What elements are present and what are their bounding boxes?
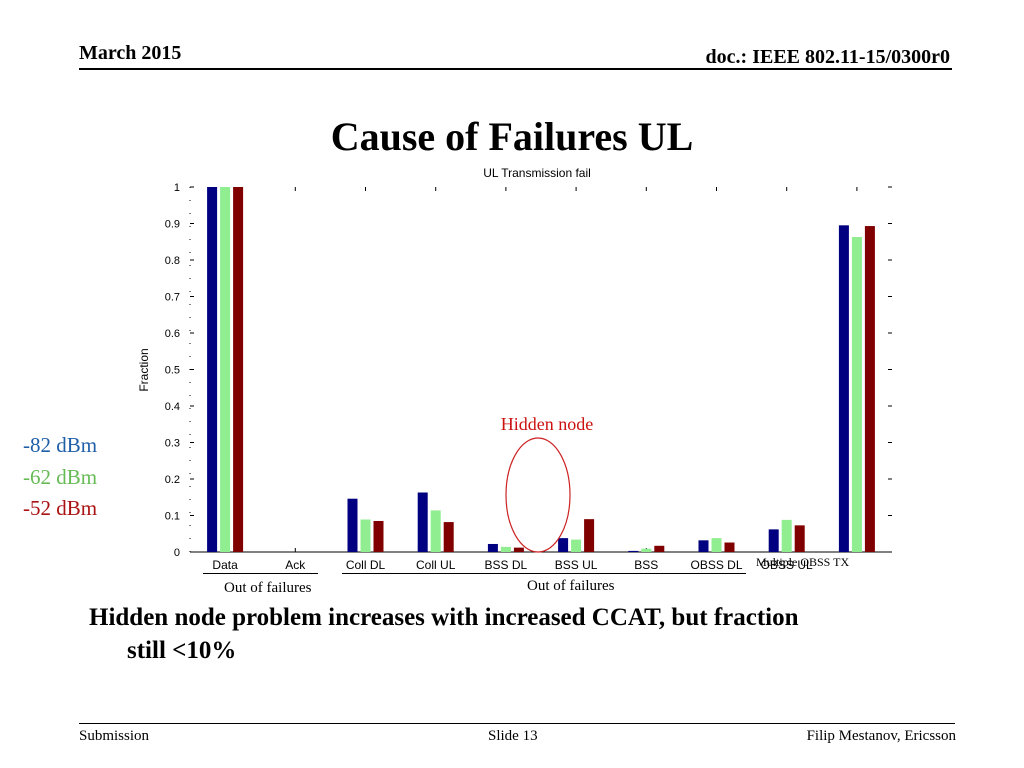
bar xyxy=(500,546,511,552)
y-tick-label: 0.4 xyxy=(165,401,180,413)
x-tick-label: BSS UL xyxy=(555,558,598,572)
bar xyxy=(794,525,805,552)
bar xyxy=(724,542,735,552)
y-tick-label: 0.2 xyxy=(165,474,180,486)
header-rule xyxy=(79,68,952,70)
bar xyxy=(443,522,454,552)
bar xyxy=(654,545,665,552)
bar xyxy=(838,225,849,552)
y-tick-label: 0.6 xyxy=(165,328,180,340)
footer-submission: Submission xyxy=(79,728,150,744)
y-tick-label: 1 xyxy=(174,182,180,194)
hidden-node-label: Hidden node xyxy=(501,414,593,434)
hidden-node-highlight xyxy=(505,437,571,553)
bar xyxy=(487,543,498,552)
out-of-failures-left-label: Out of failures xyxy=(224,580,312,596)
chart-title: UL Transmission fail xyxy=(483,166,591,180)
y-tick-label: 0.3 xyxy=(165,438,180,450)
header-doc-id: doc.: IEEE 802.11-15/0300r0 xyxy=(705,46,950,68)
x-tick-label: OBSS DL xyxy=(690,558,742,572)
x-tick-label: BSS DL xyxy=(485,558,528,572)
footer-rule xyxy=(79,723,955,724)
y-tick-label: 0.5 xyxy=(165,365,180,377)
bar xyxy=(360,519,371,552)
bar xyxy=(698,540,709,552)
legend-item-62dbm: -62 dBm xyxy=(23,465,98,489)
bar xyxy=(781,519,792,552)
slide-title: Cause of Failures UL xyxy=(330,114,694,159)
header-date: March 2015 xyxy=(79,42,182,64)
bar xyxy=(584,519,595,552)
bar xyxy=(207,187,218,552)
y-tick-label: 0.7 xyxy=(165,292,180,304)
legend-item-82dbm: -82 dBm xyxy=(23,433,98,457)
x-tick-label: OBSS UL xyxy=(761,558,813,572)
bar xyxy=(558,538,569,552)
bar xyxy=(417,492,428,552)
bar xyxy=(864,226,875,552)
bar xyxy=(711,538,722,552)
bar xyxy=(233,187,244,552)
y-axis-label: Fraction xyxy=(137,348,151,391)
y-tick-label: 0 xyxy=(174,547,180,559)
out-of-failures-left-bracket xyxy=(203,573,318,574)
y-tick-label: 0.9 xyxy=(165,219,180,231)
bar xyxy=(571,539,582,552)
bar xyxy=(641,548,652,552)
bar xyxy=(851,237,862,552)
conclusion-line-1: Hidden node problem increases with incre… xyxy=(89,604,799,631)
bar xyxy=(373,520,384,552)
bar xyxy=(347,498,358,552)
legend-item-52dbm: -52 dBm xyxy=(23,496,98,520)
conclusion-text: Hidden node problem increases with incre… xyxy=(89,601,799,667)
multiple-obss-tx-label: Multiple OBSS TX xyxy=(756,555,849,569)
bar xyxy=(513,547,524,552)
x-tick-label: BSS xyxy=(634,558,658,572)
x-tick-label: Coll DL xyxy=(346,558,386,572)
x-tick-label: Coll UL xyxy=(416,558,456,572)
x-tick-label: Ack xyxy=(285,558,306,572)
bar xyxy=(430,510,441,552)
conclusion-line-2: still <10% xyxy=(127,637,237,664)
footer-slide-number: Slide 13 xyxy=(488,728,538,744)
bar xyxy=(220,187,231,552)
bar xyxy=(768,529,779,552)
bar xyxy=(628,550,639,552)
plot-frame xyxy=(190,187,892,552)
footer-author: Filip Mestanov, Ericsson xyxy=(806,728,956,744)
x-tick-label: Data xyxy=(212,558,238,572)
y-tick-label: 0.8 xyxy=(165,255,180,267)
out-of-failures-right-bracket xyxy=(342,573,746,574)
out-of-failures-right-label: Out of failures xyxy=(527,578,615,594)
y-tick-label: 0.1 xyxy=(165,511,180,523)
